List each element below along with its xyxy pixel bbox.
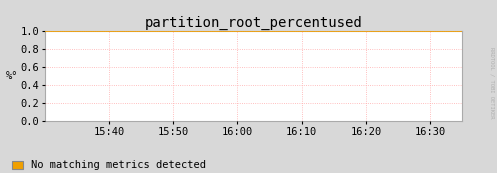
Y-axis label: %°: %° <box>6 71 18 81</box>
Text: RRDTOOL / TOBI OETIKER: RRDTOOL / TOBI OETIKER <box>490 47 495 119</box>
Legend: No matching metrics detected: No matching metrics detected <box>12 161 206 171</box>
Title: partition_root_percentused: partition_root_percentused <box>145 16 362 30</box>
